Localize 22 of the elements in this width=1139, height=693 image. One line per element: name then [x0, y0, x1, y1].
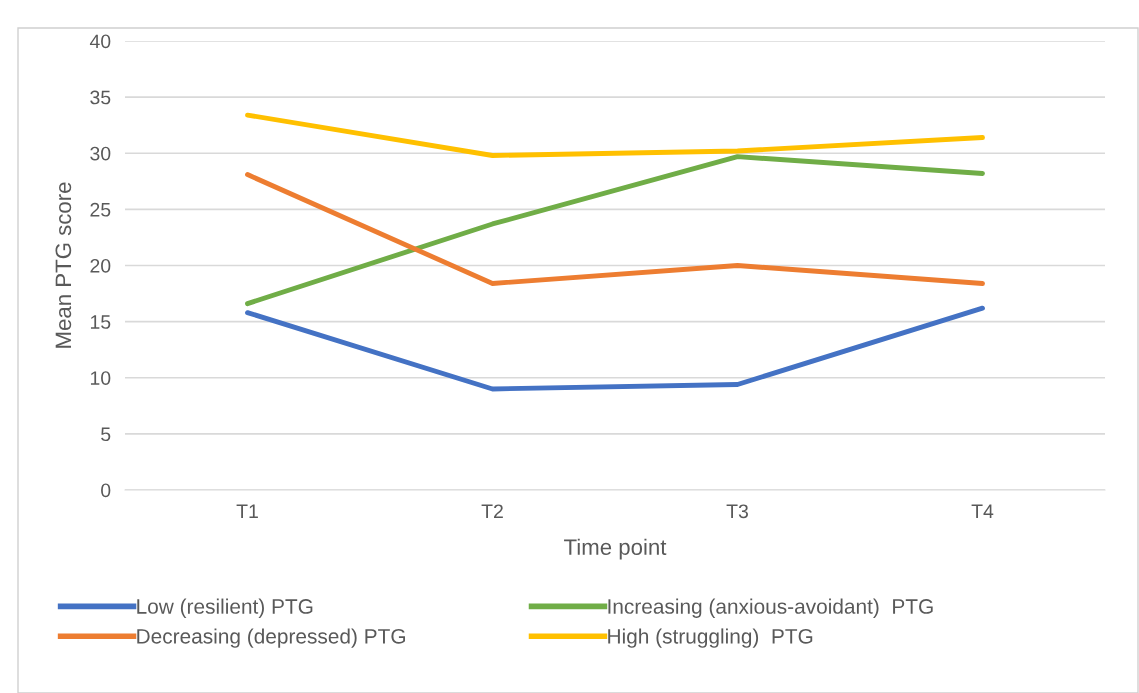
line-series: [245, 112, 985, 158]
x-tick-label: T4: [971, 504, 994, 518]
x-tick-label: T3: [726, 504, 748, 519]
y-tick-label: 0: [101, 483, 111, 498]
legend-label: Low (resilient) PTG: [137, 598, 313, 618]
x-tick-label: T2: [481, 504, 503, 518]
legend-label: Decreasing (depressed) PTG: [137, 628, 405, 648]
x-axis-title: Time point: [564, 538, 667, 560]
y-tick-label: 15: [90, 315, 111, 329]
legend-label: High (struggling) PTG: [608, 628, 813, 648]
line-series: [245, 305, 985, 392]
y-tick-label: 5: [101, 427, 111, 442]
y-tick-label: 35: [90, 90, 111, 105]
y-tick-label: 10: [90, 371, 111, 385]
y-tick-label: 20: [90, 258, 111, 273]
line-series: [245, 154, 985, 307]
y-tick-label: 25: [90, 202, 111, 217]
legend-label: Increasing (anxious-avoidant) PTG: [608, 598, 933, 618]
x-tick-label: T1: [236, 504, 258, 518]
y-tick-label: 30: [90, 146, 111, 161]
y-tick-label: 40: [89, 34, 111, 49]
y-axis-title: Mean PTG score: [55, 182, 72, 348]
